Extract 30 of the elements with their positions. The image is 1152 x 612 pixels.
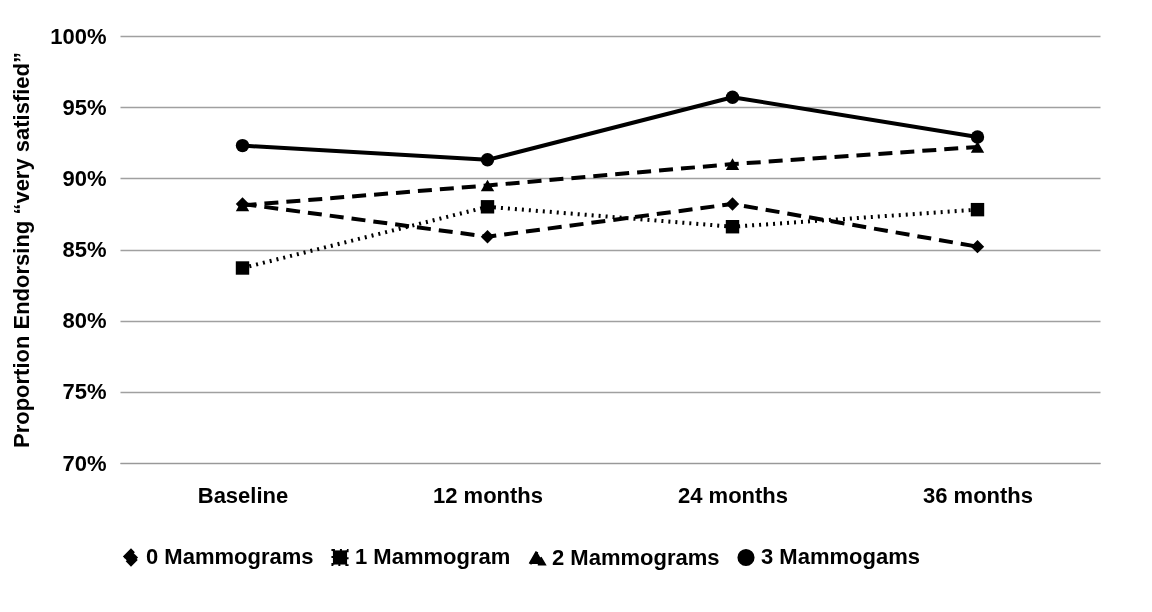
y-tick-label: 80%: [62, 308, 107, 334]
point: [480, 200, 495, 214]
y-tick-label: 90%: [62, 165, 107, 191]
point: [725, 220, 740, 234]
point: [725, 158, 740, 170]
y-tick-label: 85%: [62, 237, 107, 262]
y-tick-label: 95%: [62, 94, 107, 120]
x-tick-label: 12 months: [432, 482, 544, 508]
point: [970, 202, 985, 217]
y-tick-label: 70%: [62, 450, 107, 476]
x-tick-label: Baseline: [197, 482, 289, 508]
point: [235, 138, 250, 153]
y-tick-label: 100%: [50, 23, 107, 49]
point: [480, 153, 495, 167]
point: [480, 229, 495, 244]
point: [725, 90, 740, 104]
x-tick-label: 36 months: [922, 482, 1034, 508]
legend-label: 3 Mammogams: [761, 544, 920, 570]
point: [235, 261, 250, 275]
y-tick-label: 75%: [62, 379, 107, 405]
point: [970, 239, 985, 254]
y-axis-title: Proportion Endorsing “very satisfied”: [9, 51, 35, 449]
legend-label: 0 Mammograms: [146, 544, 314, 570]
point: [970, 141, 985, 153]
point: [480, 179, 495, 192]
legend-label: 2 Mammograms: [552, 544, 720, 570]
legend-label: 1 Mammogram: [355, 544, 511, 570]
x-tick-label: 24 months: [677, 482, 789, 508]
point: [970, 130, 985, 144]
point: [725, 197, 740, 211]
